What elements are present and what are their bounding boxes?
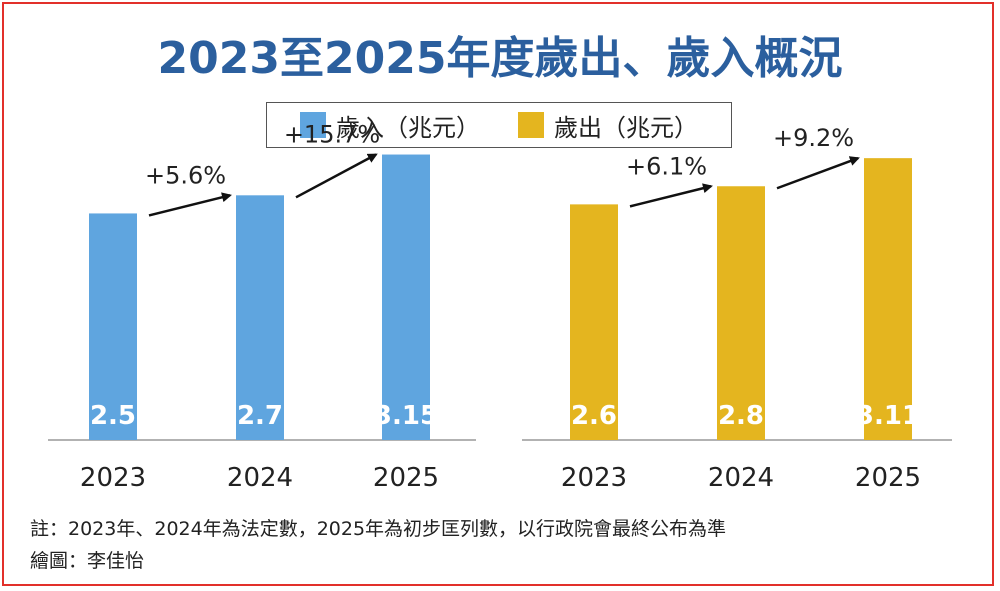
x-tick-label: 2025 bbox=[855, 463, 921, 493]
growth-label: +9.2% bbox=[773, 124, 854, 152]
legend-label-expense: 歲出（兆元） bbox=[554, 113, 698, 142]
legend-label-income: 歲入（兆元） bbox=[336, 113, 480, 142]
legend: 歲入（兆元） 歲出（兆元） bbox=[266, 102, 732, 148]
growth-label: +15.7% bbox=[284, 121, 380, 149]
bar bbox=[236, 195, 284, 440]
x-tick-label: 2024 bbox=[708, 463, 774, 493]
growth-arrow bbox=[295, 153, 378, 199]
chart-title: 2023至2025年度歲出、歲入概況 bbox=[157, 33, 843, 84]
growth-arrow bbox=[629, 183, 713, 208]
bar-value-label: 2.5 bbox=[90, 401, 136, 431]
x-tick-label: 2025 bbox=[373, 463, 439, 493]
legend-item-expense: 歲出（兆元） bbox=[518, 108, 698, 143]
footnote-line: 註：2023年、2024年為法定數，2025年為初步匡列數，以行政院會最終公布為… bbox=[30, 518, 727, 540]
bar bbox=[382, 154, 430, 440]
growth-label: +5.6% bbox=[145, 161, 226, 189]
bar-value-label: 2.8 bbox=[718, 401, 764, 431]
legend-swatch-income bbox=[300, 112, 326, 138]
legend-item-income: 歲入（兆元） bbox=[300, 108, 480, 143]
growth-arrow bbox=[148, 192, 232, 217]
x-tick-label: 2023 bbox=[561, 463, 627, 493]
footnote: 註：2023年、2024年為法定數，2025年為初步匡列數，以行政院會最終公布為… bbox=[30, 513, 726, 577]
bar bbox=[864, 158, 912, 440]
bar-value-label: 2.6 bbox=[571, 401, 617, 431]
x-tick-label: 2024 bbox=[227, 463, 293, 493]
bar-value-label: 3.11 bbox=[856, 401, 920, 431]
bar bbox=[717, 186, 765, 440]
bar-value-label: 2.7 bbox=[237, 401, 283, 431]
bar bbox=[570, 204, 618, 440]
credit-line: 繪圖：李佳怡 bbox=[30, 550, 145, 572]
growth-arrow bbox=[776, 156, 860, 190]
x-tick-label: 2023 bbox=[80, 463, 146, 493]
bar-value-label: 3.15 bbox=[374, 401, 438, 431]
growth-label: +6.1% bbox=[626, 152, 707, 180]
bar bbox=[89, 213, 137, 440]
legend-swatch-expense bbox=[518, 112, 544, 138]
